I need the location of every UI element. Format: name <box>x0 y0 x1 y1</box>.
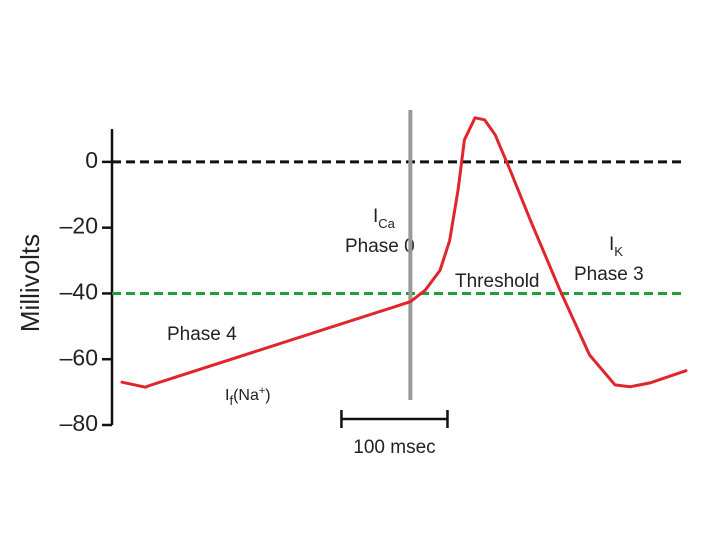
annotation-subscript: Ca <box>378 216 395 231</box>
annotation: Threshold <box>455 271 540 292</box>
annotation: Phase 4 <box>167 324 237 345</box>
y-tick-label: –40 <box>60 279 98 305</box>
annotation-text: I <box>225 387 229 404</box>
annotation-subscript: f <box>229 393 233 408</box>
annotation-text: I <box>609 234 614 255</box>
annotation: If(Na+) <box>225 385 271 408</box>
annotation-superscript: + <box>259 385 265 397</box>
y-tick-label: –80 <box>60 410 98 436</box>
annotation: ICa <box>373 206 396 231</box>
scale-bar-label: 100 msec <box>353 437 435 458</box>
y-tick-label: 0 <box>85 147 98 173</box>
y-tick-label: –60 <box>60 344 98 370</box>
annotation: IK <box>609 234 623 259</box>
annotation: Phase 3 <box>574 264 644 285</box>
annotation-text: ) <box>265 387 270 404</box>
annotation-subscript: K <box>614 244 623 259</box>
annotation-text: (Na <box>233 387 259 404</box>
annotation: Phase 0 <box>345 236 415 257</box>
y-axis-label: Millivolts <box>15 234 45 332</box>
annotation-text: I <box>373 206 378 227</box>
y-tick-label: –20 <box>60 213 98 239</box>
line-series <box>120 116 688 389</box>
